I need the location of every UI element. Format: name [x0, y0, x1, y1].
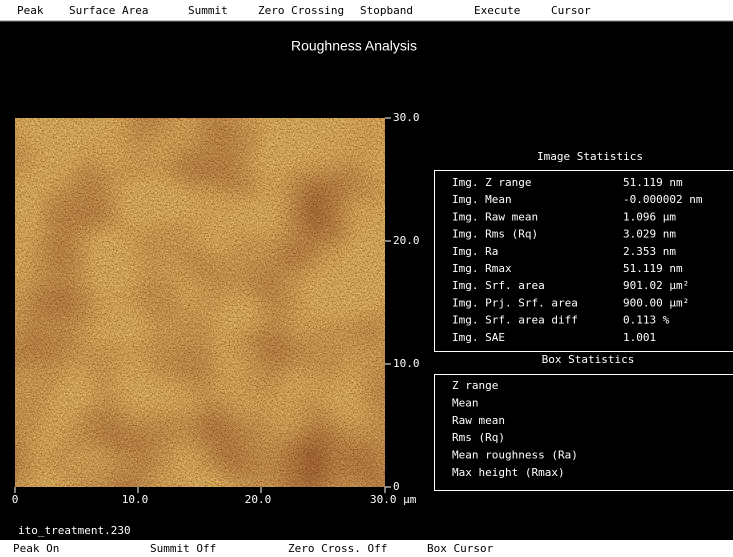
y-tick-label: 30.0 [393, 111, 420, 124]
stat-label: Img. Ra [452, 245, 498, 258]
x-tick-label: 0 [12, 493, 19, 506]
stat-label: Img. Z range [452, 176, 531, 189]
stat-value: 1.001 [623, 331, 656, 344]
status-item: Box Cursor [427, 542, 494, 555]
status-item: Summit Off [150, 542, 216, 555]
menu-item[interactable]: Zero Crossing [258, 4, 344, 17]
stat-value: 51.119 nm [623, 176, 683, 189]
stat-label: Img. SAE [452, 331, 505, 344]
box-stat-label: Raw mean [452, 414, 505, 427]
status-item: Zero Cross. Off [288, 542, 387, 555]
stat-label: Img. Rms (Rq) [452, 228, 538, 241]
stat-value: 901.02 µm² [623, 279, 689, 292]
stat-label: Img. Rmax [452, 262, 512, 275]
menu-item[interactable]: Summit [188, 4, 228, 17]
stat-label: Img. Raw mean [452, 210, 538, 223]
image-statistics-title: Image Statistics [537, 150, 643, 163]
menu-item[interactable]: Stopband [360, 4, 413, 17]
stat-label: Img. Mean [452, 193, 512, 206]
box-stat-label: Rms (Rq) [452, 431, 505, 444]
afm-window: Peak Surface Area Summit Zero Crossing Stopb… [0, 0, 733, 557]
box-stat-label: Max height (Rmax) [452, 466, 565, 479]
window-title: Roughness Analysis [291, 38, 417, 54]
stat-value: 3.029 nm [623, 228, 676, 241]
y-tick-label: 20.0 [393, 234, 420, 247]
y-tick-label: 10.0 [393, 357, 420, 370]
stat-value: 51.119 nm [623, 262, 683, 275]
y-tick-label: 0 [393, 480, 400, 493]
stat-value: 2.353 nm [623, 245, 676, 258]
afm-height-image [15, 118, 385, 487]
menu-item[interactable]: Cursor [551, 4, 591, 17]
stat-label: Img. Srf. area [452, 279, 545, 292]
menu-item[interactable]: Peak [17, 4, 44, 17]
box-statistics-title: Box Statistics [542, 353, 635, 366]
filename: ito_treatment.230 [18, 524, 131, 537]
box-stat-label: Mean roughness (Ra) [452, 449, 578, 462]
stat-value: -0.000002 nm [623, 193, 703, 206]
stat-value: 0.113 % [623, 314, 670, 327]
x-tick-label: 30.0 µm [370, 493, 417, 506]
box-stat-label: Mean [452, 396, 479, 409]
stat-value: 900.00 µm² [623, 296, 689, 309]
menu-item[interactable]: Execute [474, 4, 520, 17]
x-tick-label: 20.0 [245, 493, 272, 506]
menu-item[interactable]: Surface Area [69, 4, 148, 17]
box-stat-label: Z range [452, 379, 498, 392]
status-item: Peak On [13, 542, 59, 555]
stat-label: Img. Prj. Srf. area [452, 296, 578, 309]
stat-label: Img. Srf. area diff [452, 314, 578, 327]
stat-value: 1.096 µm [623, 210, 676, 223]
x-tick-label: 10.0 [122, 493, 149, 506]
